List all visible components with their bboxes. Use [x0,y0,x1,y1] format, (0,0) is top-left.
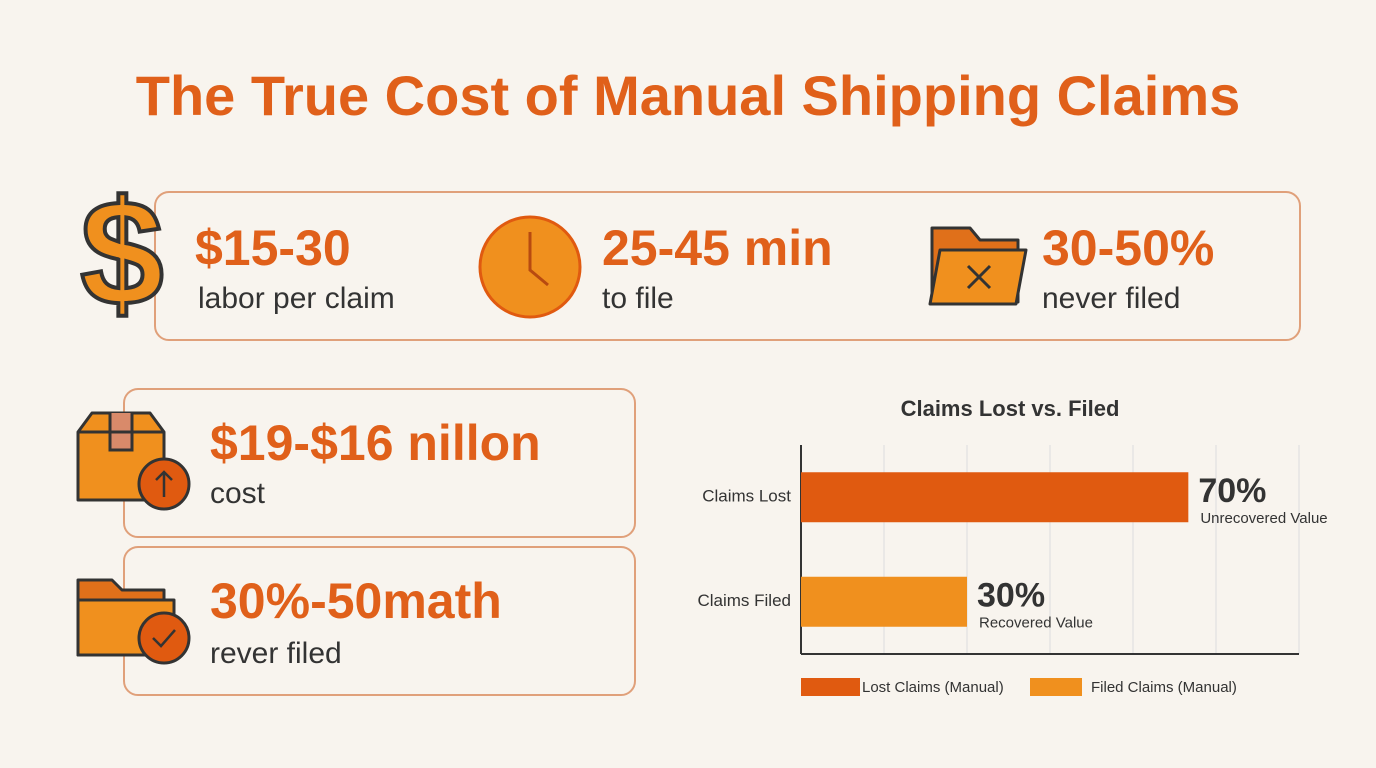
card-value: $19-$16 nillon [210,415,541,471]
box-icon [76,411,191,511]
legend-label: Filed Claims (Manual) [1091,679,1237,696]
value-note: Recovered Value [979,615,1093,632]
bar [801,472,1189,523]
legend-swatch [801,678,860,696]
stat-value: 25-45 min [602,220,833,276]
card-label: cost [210,477,266,510]
folder-x-icon [928,226,1028,306]
stat-value: $15-30 [195,220,351,276]
dollar-icon: $ [80,169,163,337]
value-note: Unrecovered Value [1200,510,1327,527]
legend-swatch [1030,678,1082,696]
stat-label: labor per claim [198,282,395,315]
value-label: 30% [977,577,1045,615]
value-label: 70% [1198,472,1266,510]
stat-value: 30-50% [1042,220,1214,276]
stat-label: never filed [1042,282,1180,315]
card-value: 30%-50math [210,573,502,629]
clock-icon [478,215,582,319]
y-tick-label: Claims Lost [702,487,791,506]
card-label: rever filed [210,637,342,670]
folder-check-icon [76,578,191,665]
stats-panel [154,191,1301,341]
title: The True Cost of Manual Shipping Claims [136,64,1241,127]
bar [801,576,967,627]
chart-title: Claims Lost vs. Filed [901,396,1120,421]
y-tick-label: Claims Filed [697,591,791,610]
stat-label: to file [602,282,674,315]
legend-label: Lost Claims (Manual) [862,679,1004,696]
